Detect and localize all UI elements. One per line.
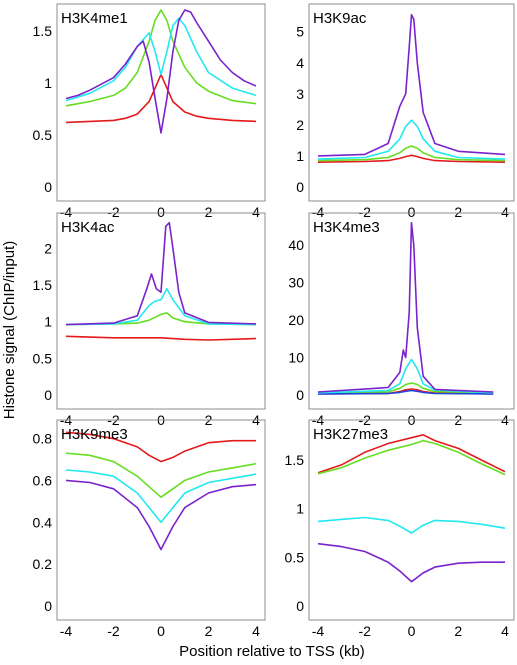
y-tick-label: 1.5 <box>33 277 53 293</box>
y-tick-label: 1 <box>44 314 52 330</box>
x-tick-label: 2 <box>205 623 213 639</box>
x-tick-label: -4 <box>312 204 325 220</box>
y-axis-label: Histone signal (ChIP/input) <box>1 241 18 419</box>
x-tick-label: 4 <box>501 623 509 639</box>
y-tick-label: 0 <box>44 598 52 614</box>
y-tick-label: 0 <box>44 387 52 403</box>
y-tick-label: 0 <box>296 179 304 195</box>
x-tick-label: 0 <box>408 204 416 220</box>
y-tick-label: 5 <box>296 24 304 40</box>
panel-title: H3K9ac <box>313 10 367 27</box>
y-tick-label: 0.6 <box>33 472 53 488</box>
y-tick-label: 1 <box>44 75 52 91</box>
series-line <box>65 469 257 524</box>
x-tick-label: -2 <box>359 204 372 220</box>
y-tick-label: 1.5 <box>33 23 53 39</box>
plot-frame <box>56 419 266 621</box>
series-line <box>317 382 494 394</box>
series-line <box>65 9 257 107</box>
chart-panel: 0 0.5 1 1.5 -4 -2 0 2 4 H3K27me3 <box>285 419 515 639</box>
x-tick-label: -2 <box>107 204 120 220</box>
series-line <box>317 434 506 474</box>
y-tick-label: 10 <box>288 350 304 366</box>
series-line <box>65 9 257 134</box>
chart-panel: 0 0.2 0.4 0.6 0.8 -4 -2 0 2 4 H3K9me3 <box>33 419 266 639</box>
x-tick-label: 0 <box>408 623 416 639</box>
y-tick-label: 0.8 <box>33 431 53 447</box>
series-line <box>65 452 257 498</box>
x-tick-label: 4 <box>252 623 260 639</box>
series-line <box>317 542 505 583</box>
series-line <box>65 431 256 463</box>
panel-title: H3K27me3 <box>313 426 388 443</box>
panel-title: H3K4me1 <box>61 10 128 27</box>
plot-frame <box>308 212 515 410</box>
x-tick-label: -2 <box>107 623 120 639</box>
series-line <box>65 479 257 551</box>
y-tick-label: 0 <box>296 598 304 614</box>
y-tick-label: 2 <box>296 117 304 133</box>
y-tick-label: 0.2 <box>33 556 53 572</box>
series-line <box>65 335 257 341</box>
y-tick-label: 0.4 <box>33 514 53 530</box>
y-tick-label: 0.5 <box>285 549 305 565</box>
y-tick-label: 1.5 <box>285 452 305 468</box>
x-tick-label: -4 <box>60 204 73 220</box>
y-tick-label: 0.5 <box>33 127 53 143</box>
x-tick-label: 4 <box>252 204 260 220</box>
x-tick-label: -4 <box>60 623 73 639</box>
chart-panels: 0 0.5 1 1.5 -4 -2 0 2 4 H3K4me1 0 1 2 3 4 5 -4 -2 0 2 4 H3K9a… <box>33 3 515 639</box>
plot-frame <box>56 212 266 410</box>
x-tick-label: -4 <box>312 623 325 639</box>
series-line <box>65 221 257 326</box>
x-tick-label: 0 <box>157 623 165 639</box>
chart-panel: 0 1 2 3 4 5 -4 -2 0 2 4 H3K9ac <box>296 3 515 220</box>
y-tick-label: 30 <box>288 275 304 291</box>
x-tick-label: -2 <box>359 623 372 639</box>
series-line <box>317 119 506 160</box>
y-tick-label: 0 <box>44 179 52 195</box>
y-tick-label: 40 <box>288 237 304 253</box>
plot-frame <box>56 3 266 202</box>
series-line <box>65 17 257 102</box>
series-line <box>317 516 506 534</box>
y-tick-label: 3 <box>296 86 304 102</box>
y-tick-label: 0 <box>296 387 304 403</box>
series-line <box>317 221 494 393</box>
series-line <box>65 312 257 326</box>
y-tick-label: 1 <box>296 501 304 517</box>
plot-frame <box>308 3 515 202</box>
series-line <box>65 287 257 326</box>
x-tick-label: 4 <box>501 204 509 220</box>
panel-title: H3K4me3 <box>313 219 380 236</box>
panel-title: H3K4ac <box>61 219 115 236</box>
x-tick-label: 2 <box>454 623 462 639</box>
x-tick-label: 2 <box>454 204 462 220</box>
y-tick-label: 0.5 <box>33 350 53 366</box>
series-line <box>317 145 506 162</box>
panel-title: H3K9me3 <box>61 426 128 443</box>
y-tick-label: 4 <box>296 55 304 71</box>
series-line <box>317 358 494 394</box>
series-line <box>317 154 506 163</box>
series-line <box>317 439 506 476</box>
x-tick-label: 2 <box>205 204 213 220</box>
y-tick-label: 2 <box>44 240 52 256</box>
plot-frame <box>308 419 515 621</box>
series-line <box>317 13 506 157</box>
y-tick-label: 1 <box>296 148 304 164</box>
x-axis-label: Position relative to TSS (kb) <box>179 643 365 660</box>
chart-panel: 0 0.5 1 1.5 -4 -2 0 2 4 H3K4me1 <box>33 3 266 220</box>
x-tick-label: 0 <box>157 204 165 220</box>
y-tick-label: 20 <box>288 312 304 328</box>
series-line <box>317 389 494 395</box>
